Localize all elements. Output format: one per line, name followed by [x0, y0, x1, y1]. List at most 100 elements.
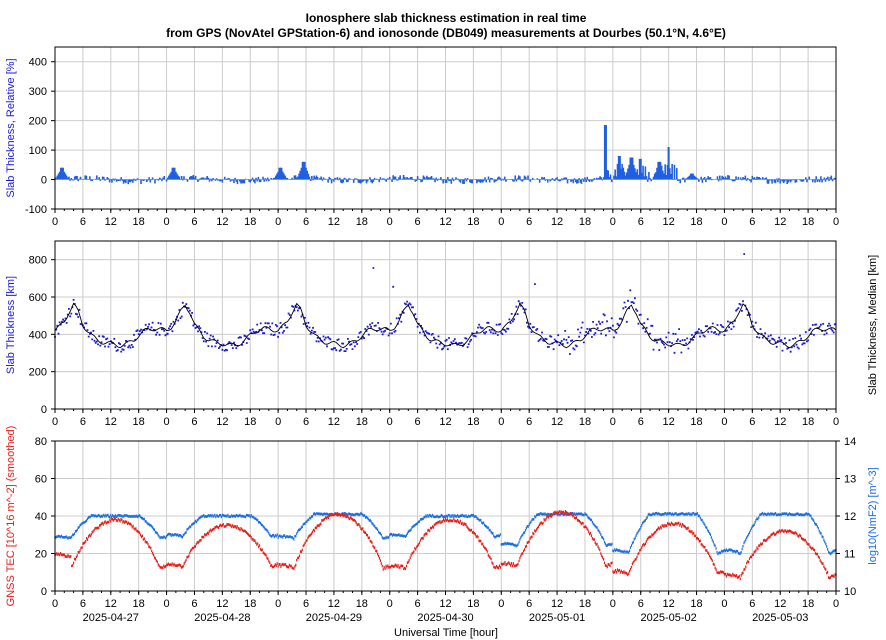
y-tick-label: 0: [41, 586, 47, 598]
x-tick-label: 18: [579, 598, 591, 610]
x-tick-label: 12: [774, 216, 786, 228]
x-tick-label: 12: [105, 216, 117, 228]
x-tick-label: 0: [721, 598, 727, 610]
x-tick-label: 12: [439, 216, 451, 228]
x-tick-label: 18: [467, 416, 479, 428]
y-tick-label: 0: [41, 404, 47, 416]
x-tick-label: 12: [328, 416, 340, 428]
right-y-tick-label: 11: [844, 549, 855, 561]
y-tick-label: 400: [29, 329, 47, 341]
x-tick-label: 0: [275, 598, 281, 610]
x-tick-label: 6: [638, 416, 644, 428]
x-tick-label: 18: [802, 416, 814, 428]
slab-median-line: [54, 302, 837, 349]
chart-title-line1: Ionosphere slab thickness estimation in …: [306, 11, 587, 25]
x-tick-label: 18: [133, 216, 145, 228]
x-tick-label: 12: [774, 598, 786, 610]
x-tick-label: 6: [526, 416, 532, 428]
x-tick-label: 0: [164, 216, 170, 228]
relative-slab-ylabel: Slab Thickness, Relative [%]: [5, 58, 17, 197]
y-tick-label: 200: [29, 367, 47, 379]
x-tick-label: 18: [244, 598, 256, 610]
x-tick-label: 6: [749, 216, 755, 228]
x-tick-label: 12: [663, 598, 675, 610]
x-tick-label: 0: [387, 598, 393, 610]
nmf2-ylabel: log10(NmF2) [m^-3]: [867, 467, 879, 564]
x-tick-label: 6: [415, 216, 421, 228]
date-label: 2025-04-29: [306, 612, 362, 624]
chart-title-line2: from GPS (NovAtel GPStation-6) and ionos…: [166, 26, 726, 40]
x-tick-label: 0: [164, 416, 170, 428]
x-tick-label: 12: [105, 598, 117, 610]
x-tick-label: 12: [216, 216, 228, 228]
x-tick-label: 12: [328, 216, 340, 228]
x-tick-label: 18: [133, 598, 145, 610]
x-tick-label: 6: [191, 216, 197, 228]
x-axis-label: Universal Time [hour]: [394, 627, 498, 639]
x-tick-label: 12: [663, 216, 675, 228]
x-tick-label: 6: [80, 416, 86, 428]
tec-ylabel: GNSS TEC [10^16 m^-2] (smoothed): [5, 426, 17, 607]
x-tick-label: 0: [833, 216, 839, 228]
y-tick-label: 400: [29, 57, 47, 69]
x-tick-label: 12: [551, 416, 563, 428]
x-tick-label: 0: [833, 598, 839, 610]
right-y-tick-label: 10: [844, 586, 856, 598]
x-tick-label: 0: [610, 598, 616, 610]
x-tick-label: 18: [467, 216, 479, 228]
x-tick-label: 0: [610, 416, 616, 428]
x-tick-label: 0: [498, 598, 504, 610]
x-tick-label: 0: [498, 416, 504, 428]
y-tick-label: 300: [29, 86, 47, 98]
x-tick-label: 6: [749, 416, 755, 428]
x-tick-label: 0: [721, 216, 727, 228]
x-tick-label: 0: [52, 216, 58, 228]
right-y-tick-label: 12: [844, 511, 856, 523]
x-tick-label: 12: [439, 416, 451, 428]
x-tick-label: 6: [526, 598, 532, 610]
x-tick-label: 0: [498, 216, 504, 228]
x-tick-label: 18: [244, 216, 256, 228]
x-tick-label: 6: [80, 216, 86, 228]
y-tick-label: 20: [35, 549, 47, 561]
y-tick-label: -100: [25, 204, 47, 216]
y-tick-label: 100: [29, 145, 47, 157]
right-y-tick-label: 14: [844, 436, 856, 448]
x-tick-label: 6: [303, 598, 309, 610]
x-tick-label: 18: [356, 416, 368, 428]
y-tick-label: 60: [35, 474, 47, 486]
x-tick-label: 6: [526, 216, 532, 228]
x-tick-label: 6: [191, 416, 197, 428]
x-tick-label: 18: [467, 598, 479, 610]
x-tick-label: 0: [52, 416, 58, 428]
x-tick-label: 0: [387, 216, 393, 228]
relative-slab-panel: -100 0 100 200 300 400 0 6 12 18 0 6 12 18 0 6 12 18 0 6 12…: [5, 46, 839, 228]
x-tick-label: 6: [303, 216, 309, 228]
x-tick-label: 0: [275, 216, 281, 228]
y-tick-label: 600: [29, 292, 47, 304]
x-tick-label: 6: [80, 598, 86, 610]
x-tick-label: 12: [663, 416, 675, 428]
x-tick-label: 18: [244, 416, 256, 428]
x-tick-label: 6: [303, 416, 309, 428]
x-tick-label: 12: [216, 416, 228, 428]
x-tick-label: 18: [690, 416, 702, 428]
x-tick-label: 6: [415, 416, 421, 428]
date-label: 2025-05-02: [641, 612, 697, 624]
x-tick-label: 0: [833, 416, 839, 428]
x-tick-label: 12: [216, 598, 228, 610]
x-tick-label: 6: [191, 598, 197, 610]
date-label: 2025-04-27: [83, 612, 139, 624]
x-tick-label: 18: [133, 416, 145, 428]
y-tick-label: 80: [35, 436, 47, 448]
x-tick-label: 6: [415, 598, 421, 610]
date-label: 2025-05-03: [752, 612, 808, 624]
x-tick-label: 18: [356, 598, 368, 610]
x-tick-label: 6: [749, 598, 755, 610]
date-label: 2025-04-30: [417, 612, 473, 624]
relative-slab-bars: [54, 125, 836, 185]
date-label: 2025-05-01: [529, 612, 585, 624]
